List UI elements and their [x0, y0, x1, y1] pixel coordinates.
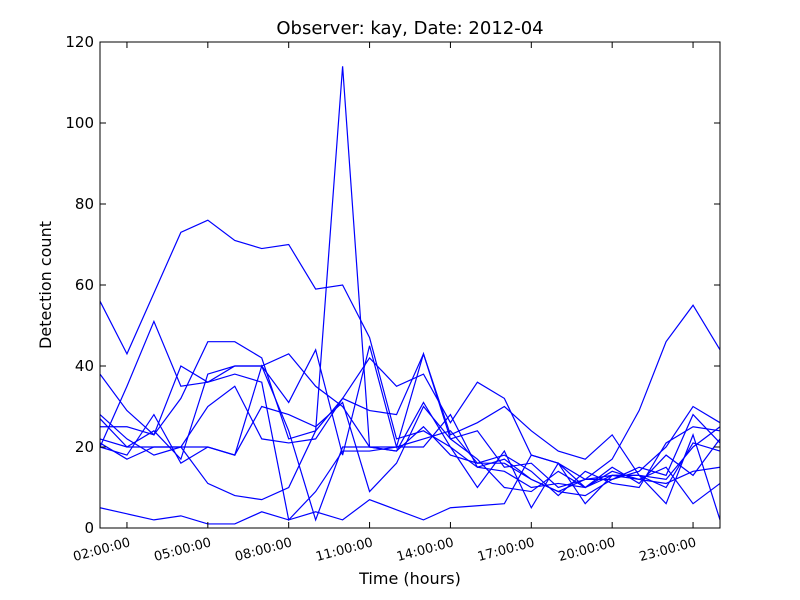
y-tick-label: 100 — [65, 114, 94, 132]
y-tick-label: 80 — [75, 195, 94, 213]
y-tick-label: 60 — [75, 276, 94, 294]
y-tick-label: 20 — [75, 438, 94, 456]
x-axis-label: Time (hours) — [358, 569, 461, 588]
y-tick-label: 0 — [84, 519, 94, 537]
data-line — [99, 353, 721, 489]
chart-title: Observer: kay, Date: 2012-04 — [276, 18, 543, 39]
y-tick-label: 40 — [75, 357, 94, 375]
data-line — [99, 401, 721, 505]
data-line — [99, 454, 721, 525]
data-line — [99, 345, 721, 489]
y-axis-label: Detection count — [36, 221, 55, 349]
y-tick-label: 120 — [65, 33, 94, 51]
data-line — [99, 356, 721, 480]
data-line — [99, 364, 721, 522]
data-line — [99, 319, 721, 522]
data-line — [100, 341, 721, 481]
